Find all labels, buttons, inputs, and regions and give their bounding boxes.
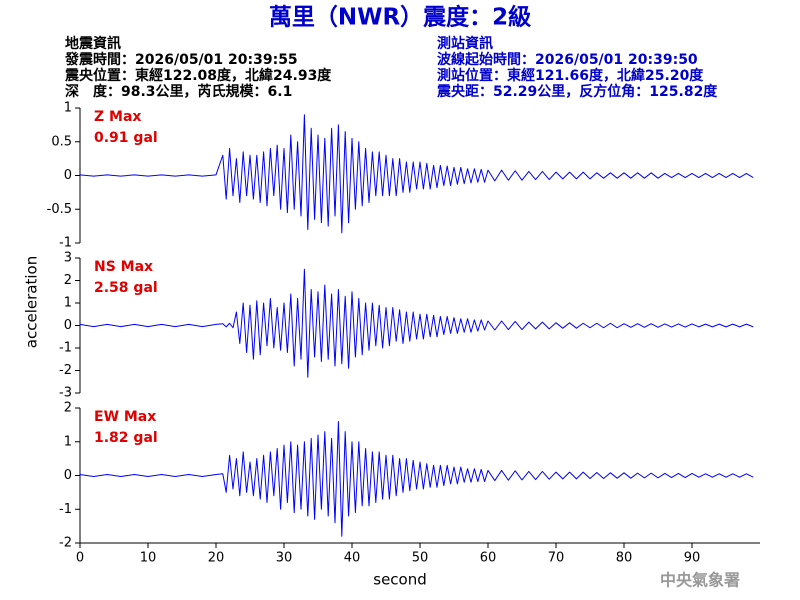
- chart-title: 萬里（NWR）震度：2級: [269, 4, 531, 31]
- x-tick-label: 80: [616, 551, 633, 566]
- y-tick-label: 1: [64, 296, 72, 311]
- y-tick-label: -2: [59, 536, 72, 551]
- event-info: 震央位置：東經122.08度，北緯24.93度: [64, 67, 332, 84]
- y-tick-label: 0: [64, 318, 72, 333]
- y-tick-label: 1: [64, 434, 72, 449]
- x-tick-label: 20: [208, 551, 225, 566]
- x-tick-label: 10: [140, 551, 157, 566]
- x-tick-label: 60: [480, 551, 497, 566]
- x-tick-label: 30: [276, 551, 293, 566]
- y-tick-label: -1: [59, 502, 72, 517]
- event-info: 深 度：98.3公里，芮氏規模：6.1: [65, 83, 292, 100]
- y-tick-label: -2: [59, 363, 72, 378]
- x-tick-label: 90: [684, 551, 701, 566]
- y-tick-label: -0.5: [47, 202, 72, 217]
- max-label: 1.82 gal: [94, 430, 158, 446]
- waveform: [79, 114, 754, 234]
- component-label: NS Max: [94, 259, 153, 275]
- x-tick-label: 70: [548, 551, 565, 566]
- max-label: 0.91 gal: [94, 130, 158, 146]
- y-tick-label: -3: [59, 386, 72, 401]
- station-info: 波線起始時間：2026/05/01 20:39:50: [437, 51, 698, 68]
- y-axis-label: acceleration: [23, 256, 41, 348]
- x-tick-label: 40: [344, 551, 361, 566]
- component-label: EW Max: [94, 409, 156, 425]
- station-info: 測站資訊: [437, 35, 493, 52]
- waveform: [79, 421, 754, 537]
- y-tick-label: 2: [64, 401, 72, 416]
- y-tick-label: 2: [64, 273, 72, 288]
- y-tick-label: 1: [64, 101, 72, 116]
- y-tick-label: -1: [59, 236, 72, 251]
- station-info: 測站位置：東經121.66度，北緯25.20度: [437, 67, 704, 84]
- x-tick-label: 0: [76, 551, 84, 566]
- waveform: [79, 268, 754, 378]
- station-info: 震央距：52.29公里，反方位角：125.82度: [436, 83, 718, 100]
- max-label: 2.58 gal: [94, 280, 158, 296]
- watermark: 中央氣象署: [660, 571, 740, 590]
- event-info: 發震時間：2026/05/01 20:39:55: [64, 51, 298, 68]
- x-tick-label: 50: [412, 551, 429, 566]
- event-info: 地震資訊: [65, 35, 121, 52]
- y-tick-label: 0.5: [51, 134, 72, 149]
- y-tick-label: 0: [64, 168, 72, 183]
- x-axis-label: second: [373, 571, 427, 589]
- y-tick-label: 3: [64, 251, 72, 266]
- y-tick-label: -1: [59, 341, 72, 356]
- component-label: Z Max: [94, 109, 141, 125]
- y-tick-label: 0: [64, 468, 72, 483]
